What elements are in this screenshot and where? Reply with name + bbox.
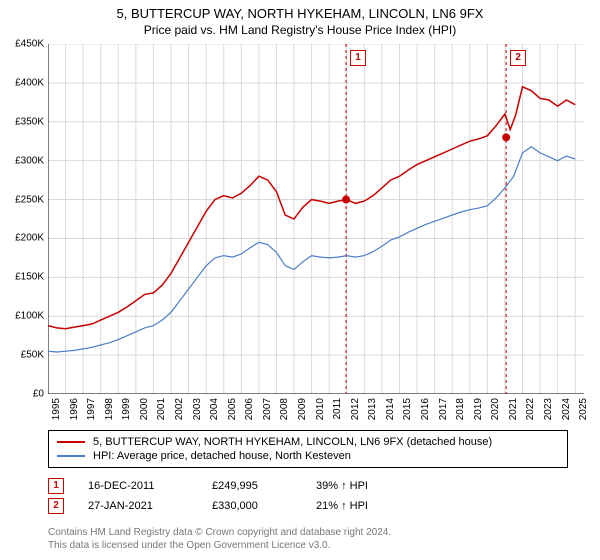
x-axis-label: 2000: [139, 398, 150, 420]
y-axis-label: £100K: [0, 311, 44, 322]
y-axis-label: £250K: [0, 194, 44, 205]
x-axis-label: 2011: [332, 398, 343, 420]
x-axis-label: 2005: [227, 398, 238, 420]
event-row: 1 16-DEC-2011 £249,995 39% ↑ HPI: [48, 476, 568, 496]
x-axis-label: 2006: [244, 398, 255, 420]
x-axis-label: 2009: [297, 398, 308, 420]
chart-area: £0£50K£100K£150K£200K£250K£300K£350K£400…: [48, 44, 584, 394]
event-table: 1 16-DEC-2011 £249,995 39% ↑ HPI 2 27-JA…: [48, 476, 568, 516]
legend-item: 5, BUTTERCUP WAY, NORTH HYKEHAM, LINCOLN…: [57, 435, 559, 449]
event-price: £249,995: [212, 480, 292, 492]
event-line-marker: 2: [510, 50, 526, 66]
chart-title: 5, BUTTERCUP WAY, NORTH HYKEHAM, LINCOLN…: [0, 0, 600, 21]
event-pct: 21% ↑ HPI: [316, 500, 426, 512]
chart-subtitle: Price paid vs. HM Land Registry's House …: [0, 21, 600, 41]
x-axis-label: 1998: [104, 398, 115, 420]
y-axis-label: £300K: [0, 155, 44, 166]
x-axis-label: 2013: [367, 398, 378, 420]
legend-item: HPI: Average price, detached house, Nort…: [57, 449, 559, 463]
x-axis-label: 2020: [490, 398, 501, 420]
y-axis-label: £150K: [0, 272, 44, 283]
x-axis-label: 2022: [525, 398, 536, 420]
x-axis-label: 1999: [121, 398, 132, 420]
x-axis-label: 2004: [209, 398, 220, 420]
x-axis-label: 2021: [508, 398, 519, 420]
y-axis-label: £400K: [0, 77, 44, 88]
y-axis-label: £200K: [0, 233, 44, 244]
legend-swatch: [57, 441, 85, 443]
x-axis-label: 2010: [315, 398, 326, 420]
footer-line: This data is licensed under the Open Gov…: [48, 539, 391, 552]
x-axis-label: 2025: [578, 398, 589, 420]
event-line-marker: 1: [350, 50, 366, 66]
legend-label: HPI: Average price, detached house, Nort…: [93, 450, 351, 462]
event-row: 2 27-JAN-2021 £330,000 21% ↑ HPI: [48, 496, 568, 516]
chart-container: 5, BUTTERCUP WAY, NORTH HYKEHAM, LINCOLN…: [0, 0, 600, 560]
x-axis-label: 2015: [402, 398, 413, 420]
legend-swatch: [57, 455, 85, 457]
event-date: 16-DEC-2011: [88, 480, 188, 492]
x-axis-label: 2008: [279, 398, 290, 420]
x-axis-label: 2019: [473, 398, 484, 420]
x-axis-label: 2007: [262, 398, 273, 420]
x-axis-label: 1997: [86, 398, 97, 420]
footer-attribution: Contains HM Land Registry data © Crown c…: [48, 526, 391, 552]
x-axis-label: 1995: [51, 398, 62, 420]
y-axis-label: £0: [0, 389, 44, 400]
y-axis-label: £50K: [0, 350, 44, 361]
y-axis-label: £350K: [0, 116, 44, 127]
x-axis-label: 2016: [420, 398, 431, 420]
event-price: £330,000: [212, 500, 292, 512]
line-chart: [48, 44, 584, 394]
event-pct: 39% ↑ HPI: [316, 480, 426, 492]
footer-line: Contains HM Land Registry data © Crown c…: [48, 526, 391, 539]
x-axis-label: 2024: [561, 398, 572, 420]
event-marker-icon: 2: [48, 498, 64, 514]
y-axis-label: £450K: [0, 39, 44, 50]
x-axis-label: 2018: [455, 398, 466, 420]
x-axis-label: 2003: [192, 398, 203, 420]
x-axis-label: 1996: [69, 398, 80, 420]
x-axis-label: 2002: [174, 398, 185, 420]
x-axis-label: 2012: [350, 398, 361, 420]
x-axis-label: 2017: [438, 398, 449, 420]
x-axis-label: 2001: [156, 398, 167, 420]
x-axis-label: 2014: [385, 398, 396, 420]
legend-label: 5, BUTTERCUP WAY, NORTH HYKEHAM, LINCOLN…: [93, 436, 492, 448]
event-date: 27-JAN-2021: [88, 500, 188, 512]
event-marker-icon: 1: [48, 478, 64, 494]
x-axis-label: 2023: [543, 398, 554, 420]
legend: 5, BUTTERCUP WAY, NORTH HYKEHAM, LINCOLN…: [48, 430, 568, 468]
